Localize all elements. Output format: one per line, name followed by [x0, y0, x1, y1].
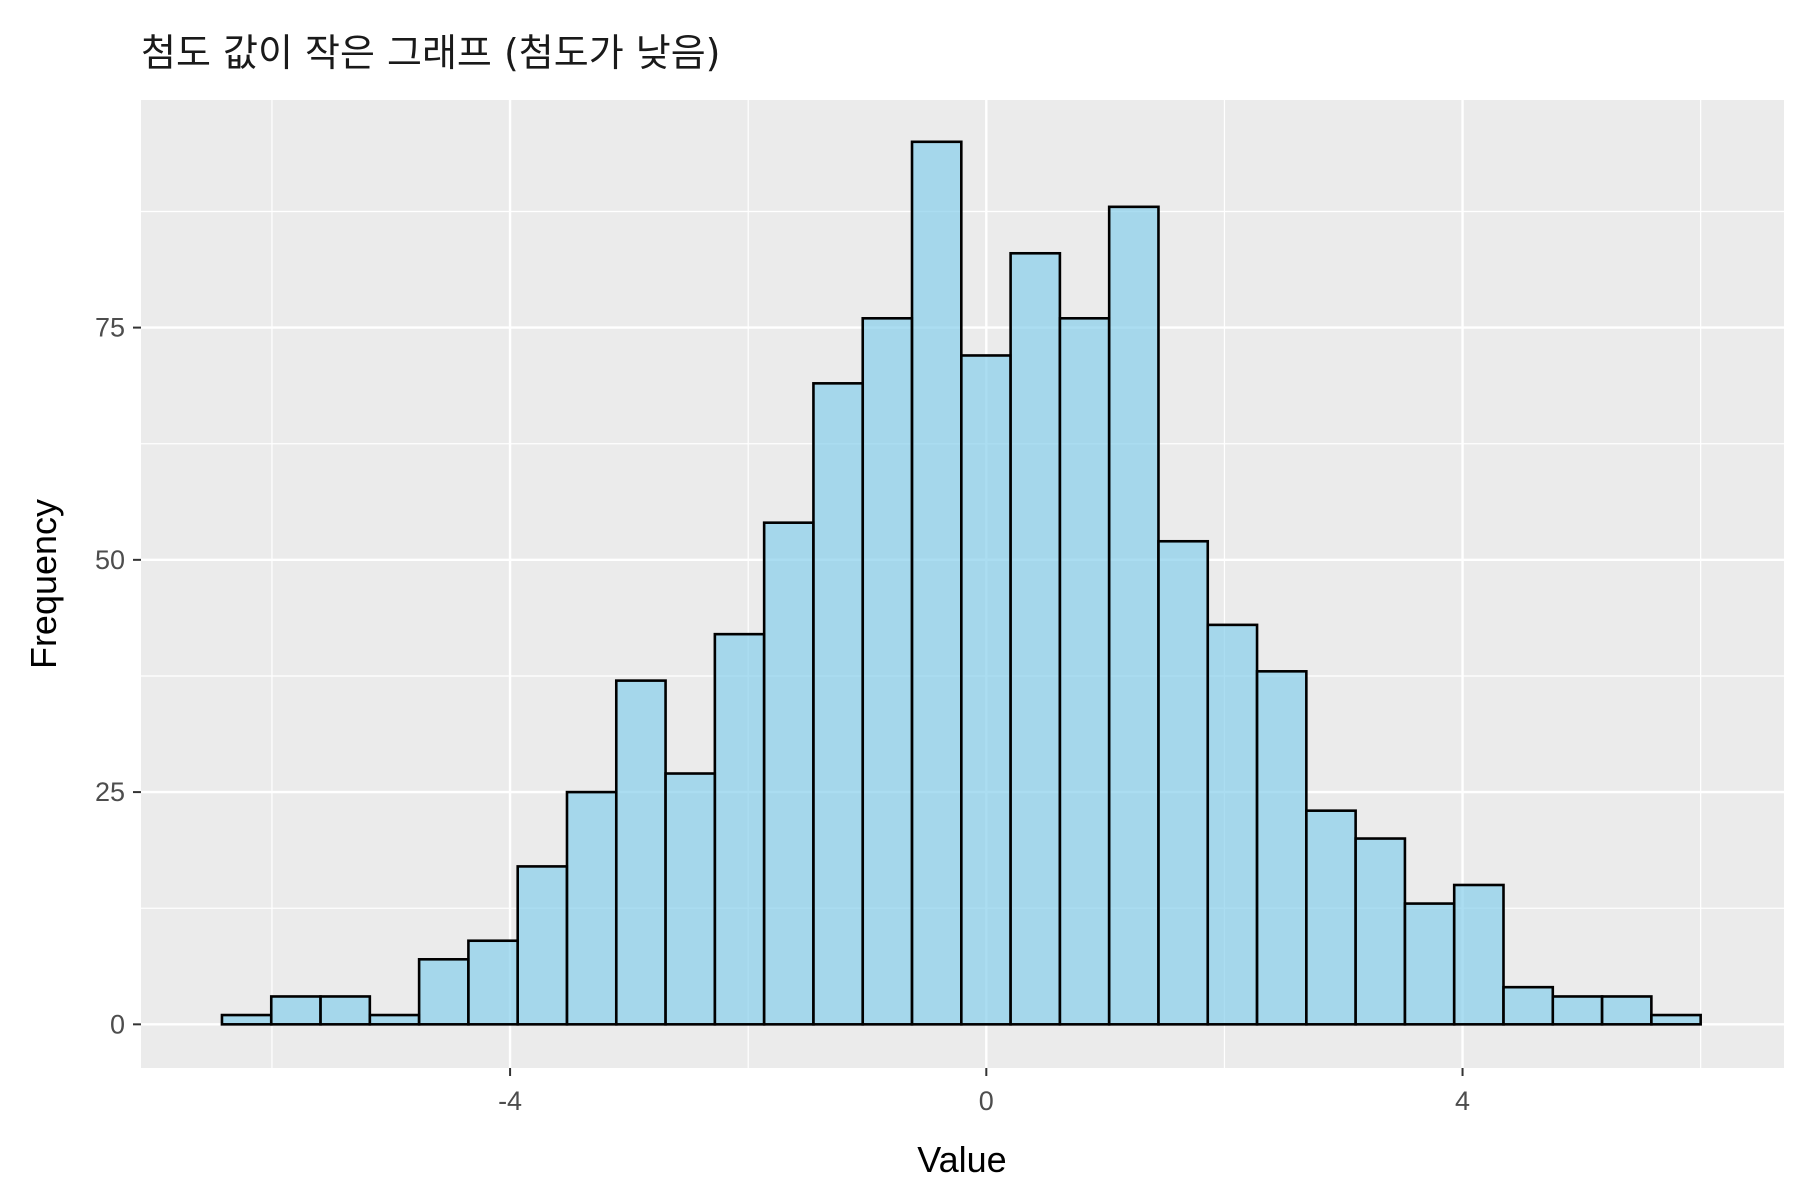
x-axis-title: Value: [917, 1139, 1006, 1180]
y-axis-title: Frequency: [23, 499, 64, 669]
histogram-bar: [1600, 995, 1653, 1026]
histogram-bar: [910, 140, 963, 1026]
histogram-bar: [467, 939, 519, 1026]
x-tick-label: 0: [979, 1086, 994, 1116]
histogram-bar: [1452, 883, 1505, 1026]
histogram-bar: [762, 521, 815, 1026]
histogram-bar: [812, 382, 865, 1026]
histogram-bar: [220, 1013, 273, 1026]
x-tick-label: -4: [498, 1086, 522, 1116]
histogram-bar: [1107, 205, 1160, 1026]
histogram-bar: [960, 354, 1012, 1026]
histogram-bar: [1502, 985, 1555, 1026]
x-tick-label: 4: [1455, 1086, 1470, 1116]
histogram-bar: [1305, 809, 1357, 1026]
histogram-bar: [269, 995, 322, 1026]
histogram-bar: [1255, 670, 1308, 1026]
histogram-bar: [1650, 1013, 1702, 1026]
x-axis: -4 0 4: [498, 1068, 1470, 1116]
histogram-bar: [1058, 317, 1111, 1026]
histogram-bar: [1009, 251, 1062, 1026]
histogram-bar: [1551, 995, 1604, 1026]
histogram-bar: [1157, 539, 1210, 1026]
histogram-bar: [1354, 837, 1407, 1026]
histogram-bar: [1206, 623, 1259, 1026]
y-tick-label: 25: [95, 777, 125, 807]
histogram-bar: [516, 865, 569, 1026]
y-axis: 0 25 50 75: [95, 313, 141, 1039]
histogram-bar: [614, 679, 667, 1026]
histogram-bar: [319, 995, 372, 1026]
histogram-bar: [368, 1013, 421, 1026]
chart-title: 첨도 값이 작은 그래프 (첨도가 낮음): [141, 31, 721, 75]
histogram-bar: [565, 790, 618, 1026]
y-tick-label: 75: [95, 313, 125, 343]
y-tick-label: 50: [95, 545, 125, 575]
histogram-bar: [713, 632, 766, 1026]
histogram-bar: [417, 958, 470, 1026]
histogram-bar: [664, 772, 717, 1026]
y-tick-label: 0: [110, 1009, 125, 1039]
histogram-bar: [1403, 902, 1456, 1026]
histogram-bar: [861, 317, 914, 1026]
histogram-bars: [220, 140, 1702, 1026]
